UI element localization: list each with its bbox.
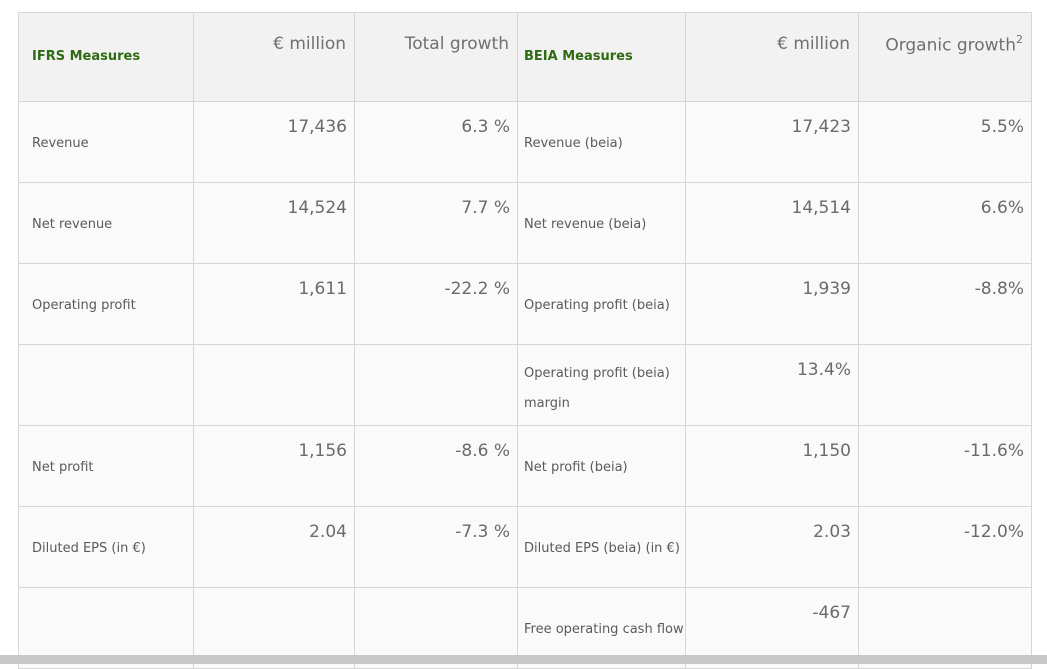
header-ifrs-measures: IFRS Measures: [18, 12, 194, 102]
header-beia-million: € million: [685, 12, 859, 102]
ifrs-label-cell: Diluted EPS (in €): [18, 506, 194, 588]
beia-value-cell: 13.4%: [685, 344, 859, 426]
ifrs-growth-cell: -8.6 %: [354, 425, 518, 507]
header-organic-growth: Organic growth2: [858, 12, 1032, 102]
beia-label: Revenue (beia): [524, 136, 623, 151]
ifrs-growth-cell: -22.2 %: [354, 263, 518, 345]
ifrs-label: Net profit: [32, 460, 94, 475]
beia-value: 14,514: [791, 198, 851, 218]
ifrs-label-cell: Net revenue: [18, 182, 194, 264]
ifrs-growth: -22.2 %: [444, 279, 510, 299]
ifrs-growth-cell: [354, 344, 518, 426]
ifrs-label-cell: Operating profit: [18, 263, 194, 345]
beia-label: Net profit (beia): [524, 460, 628, 475]
beia-label-cell: Net profit (beia): [517, 425, 686, 507]
beia-growth-cell: -8.8%: [858, 263, 1032, 345]
beia-growth: 5.5%: [980, 117, 1024, 137]
beia-label-cell: Operating profit (beia) margin: [517, 344, 686, 426]
ifrs-growth: -8.6 %: [455, 441, 510, 461]
ifrs-growth-cell: 6.3 %: [354, 101, 518, 183]
beia-label: Operating profit (beia): [524, 298, 670, 313]
beia-growth-cell: 5.5%: [858, 101, 1032, 183]
ifrs-value: 1,611: [298, 279, 347, 299]
beia-value: 13.4%: [796, 360, 851, 380]
header-beia-label: BEIA Measures: [524, 49, 633, 64]
ifrs-growth-cell: 7.7 %: [354, 182, 518, 264]
ifrs-label: Net revenue: [32, 217, 113, 232]
table-row: Revenue 17,436 6.3 % Revenue (beia) 17,4…: [18, 101, 1032, 183]
header-total-growth: Total growth: [354, 12, 518, 102]
table-row: Net revenue 14,524 7.7 % Net revenue (be…: [18, 182, 1032, 264]
beia-label-cell: Net revenue (beia): [517, 182, 686, 264]
table-row: Operating profit (beia) margin 13.4%: [18, 344, 1032, 426]
ifrs-value-cell: 14,524: [193, 182, 355, 264]
beia-label-cell: Diluted EPS (beia) (in €): [517, 506, 686, 588]
ifrs-value: 14,524: [287, 198, 347, 218]
ifrs-growth: 6.3 %: [461, 117, 510, 137]
beia-label: Operating profit (beia) margin: [524, 366, 670, 411]
organic-growth-text: Organic growth: [885, 35, 1016, 56]
beia-label: Diluted EPS (beia) (in €): [524, 541, 680, 556]
ifrs-label-cell: Revenue: [18, 101, 194, 183]
beia-growth: -8.8%: [974, 279, 1024, 299]
ifrs-label: Operating profit: [32, 298, 136, 313]
header-total-growth-label: Total growth: [404, 34, 509, 54]
header-beia-measures: BEIA Measures: [517, 12, 686, 102]
beia-growth-cell: 6.6%: [858, 182, 1032, 264]
beia-value-cell: 17,423: [685, 101, 859, 183]
ifrs-value-cell: [193, 344, 355, 426]
ifrs-label-cell: [18, 344, 194, 426]
beia-label: Net revenue (beia): [524, 217, 647, 232]
table-row: Net profit 1,156 -8.6 % Net profit (beia…: [18, 425, 1032, 507]
beia-growth-cell: [858, 344, 1032, 426]
ifrs-growth: 7.7 %: [461, 198, 510, 218]
header-ifrs-value-label: € million: [273, 34, 346, 54]
beia-value: 17,423: [791, 117, 851, 137]
table-row: Operating profit 1,611 -22.2 % Operating…: [18, 263, 1032, 345]
results-table: IFRS Measures € million Total growth BEI…: [18, 12, 1032, 669]
header-beia-value-label: € million: [777, 34, 850, 54]
ifrs-value-cell: 2.04: [193, 506, 355, 588]
beia-value: 2.03: [813, 522, 851, 542]
beia-label: Free operating cash flow: [524, 622, 684, 637]
results-table-container: IFRS Measures € million Total growth BEI…: [18, 12, 1032, 669]
beia-label-cell: Revenue (beia): [517, 101, 686, 183]
beia-value: 1,939: [802, 279, 851, 299]
beia-growth-cell: -11.6%: [858, 425, 1032, 507]
ifrs-growth-cell: -7.3 %: [354, 506, 518, 588]
horizontal-scrollbar[interactable]: [0, 655, 1047, 664]
header-organic-growth-label: Organic growth2: [885, 33, 1023, 56]
beia-value-cell: 1,939: [685, 263, 859, 345]
ifrs-value-cell: 1,156: [193, 425, 355, 507]
beia-value-cell: 14,514: [685, 182, 859, 264]
ifrs-value: 1,156: [298, 441, 347, 461]
ifrs-label: Diluted EPS (in €): [32, 541, 146, 556]
beia-value: 1,150: [802, 441, 851, 461]
ifrs-growth: -7.3 %: [455, 522, 510, 542]
ifrs-value: 17,436: [287, 117, 347, 137]
beia-growth-cell: -12.0%: [858, 506, 1032, 588]
header-ifrs-million: € million: [193, 12, 355, 102]
beia-value-cell: 2.03: [685, 506, 859, 588]
table-row: Diluted EPS (in €) 2.04 -7.3 % Diluted E…: [18, 506, 1032, 588]
beia-value-cell: 1,150: [685, 425, 859, 507]
ifrs-value: 2.04: [309, 522, 347, 542]
footnote-marker: 2: [1016, 33, 1023, 46]
table-header-row: IFRS Measures € million Total growth BEI…: [18, 12, 1032, 102]
beia-label-cell: Operating profit (beia): [517, 263, 686, 345]
ifrs-label-cell: Net profit: [18, 425, 194, 507]
ifrs-value-cell: 17,436: [193, 101, 355, 183]
beia-growth: -12.0%: [963, 522, 1024, 542]
header-ifrs-label: IFRS Measures: [32, 49, 141, 64]
beia-growth: 6.6%: [980, 198, 1024, 218]
beia-value: -467: [812, 603, 851, 623]
ifrs-value-cell: 1,611: [193, 263, 355, 345]
ifrs-label: Revenue: [32, 136, 89, 151]
beia-growth: -11.6%: [963, 441, 1024, 461]
